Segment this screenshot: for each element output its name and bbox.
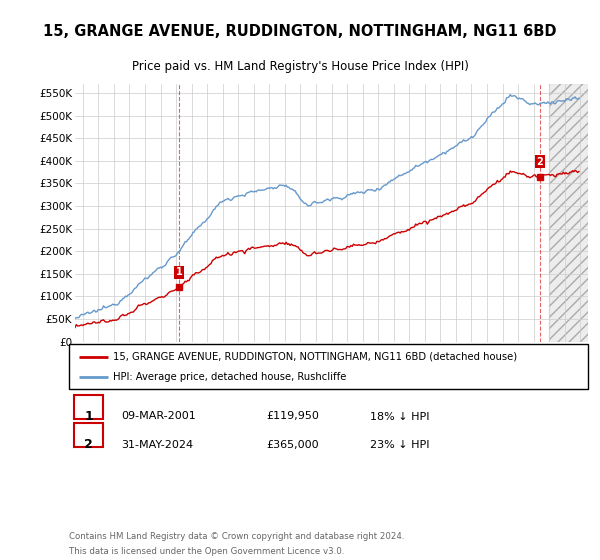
Text: 18% ↓ HPI: 18% ↓ HPI <box>370 412 430 422</box>
Text: 1: 1 <box>176 268 182 277</box>
Bar <box>549 84 588 342</box>
Text: 23% ↓ HPI: 23% ↓ HPI <box>370 440 430 450</box>
Bar <box>549 84 588 342</box>
Text: 1: 1 <box>84 410 93 423</box>
Text: 2: 2 <box>536 157 544 167</box>
Text: Price paid vs. HM Land Registry's House Price Index (HPI): Price paid vs. HM Land Registry's House … <box>131 60 469 73</box>
Text: £365,000: £365,000 <box>266 440 319 450</box>
Text: 15, GRANGE AVENUE, RUDDINGTON, NOTTINGHAM, NG11 6BD (detached house): 15, GRANGE AVENUE, RUDDINGTON, NOTTINGHA… <box>113 352 517 362</box>
Text: Contains HM Land Registry data © Crown copyright and database right 2024.: Contains HM Land Registry data © Crown c… <box>69 531 404 541</box>
Text: 2: 2 <box>84 438 93 451</box>
Bar <box>74 423 103 447</box>
Text: HPI: Average price, detached house, Rushcliffe: HPI: Average price, detached house, Rush… <box>113 372 346 382</box>
Text: 31-MAY-2024: 31-MAY-2024 <box>121 440 193 450</box>
Bar <box>74 395 103 419</box>
Text: 15, GRANGE AVENUE, RUDDINGTON, NOTTINGHAM, NG11 6BD: 15, GRANGE AVENUE, RUDDINGTON, NOTTINGHA… <box>43 24 557 39</box>
Text: £119,950: £119,950 <box>266 412 319 422</box>
Text: This data is licensed under the Open Government Licence v3.0.: This data is licensed under the Open Gov… <box>69 547 344 556</box>
Text: 09-MAR-2001: 09-MAR-2001 <box>121 412 196 422</box>
